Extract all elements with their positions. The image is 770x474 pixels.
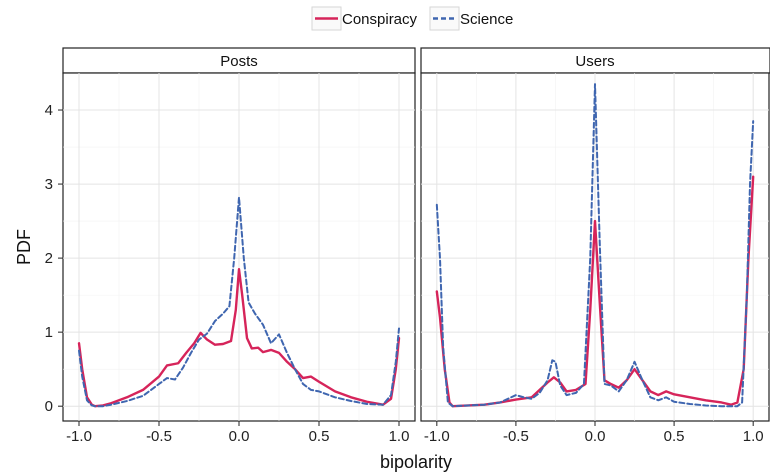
x-axis-title: bipolarity xyxy=(380,452,452,472)
x-tick-label: -1.0 xyxy=(424,428,450,445)
x-axis-posts: -1.0 -0.5 0.0 0.5 1.0 xyxy=(66,421,409,445)
series-line-conspiracy xyxy=(435,175,755,408)
legend-label-science: Science xyxy=(460,11,513,28)
y-axis: 0 1 2 3 4 xyxy=(45,102,63,415)
y-tick-label: 2 xyxy=(45,250,53,267)
x-tick-label: 0.5 xyxy=(664,428,685,445)
x-tick-label: 0.5 xyxy=(309,428,330,445)
x-tick-label: -1.0 xyxy=(66,428,92,445)
y-tick-label: 3 xyxy=(45,176,53,193)
y-tick-label: 4 xyxy=(45,102,53,119)
x-tick-label: 0.0 xyxy=(585,428,606,445)
strip-label-users: Users xyxy=(575,53,614,70)
x-tick-label: 1.0 xyxy=(389,428,410,445)
series-line-science xyxy=(78,196,400,408)
x-tick-label: -0.5 xyxy=(146,428,172,445)
y-axis-title: PDF xyxy=(14,229,34,265)
legend-label-conspiracy: Conspiracy xyxy=(342,11,418,28)
strip-users xyxy=(420,47,770,74)
lines-users xyxy=(435,83,755,408)
x-axis-users: -1.0 -0.5 0.0 0.5 1.0 xyxy=(424,421,764,445)
x-tick-label: 1.0 xyxy=(743,428,764,445)
strip-posts xyxy=(62,47,416,74)
panel-users: Users xyxy=(420,47,770,422)
lines-posts xyxy=(77,196,401,408)
grid-posts xyxy=(63,73,415,421)
series-line-science xyxy=(435,83,755,408)
x-tick-label: 0.0 xyxy=(229,428,250,445)
strip-label-posts: Posts xyxy=(220,53,258,70)
panel-posts: Posts xyxy=(62,47,416,422)
x-tick-label: -0.5 xyxy=(503,428,529,445)
legend: Conspiracy Science xyxy=(311,6,513,31)
y-tick-label: 1 xyxy=(45,324,53,341)
y-tick-label: 0 xyxy=(45,398,53,415)
series-line-conspiracy xyxy=(77,268,401,408)
